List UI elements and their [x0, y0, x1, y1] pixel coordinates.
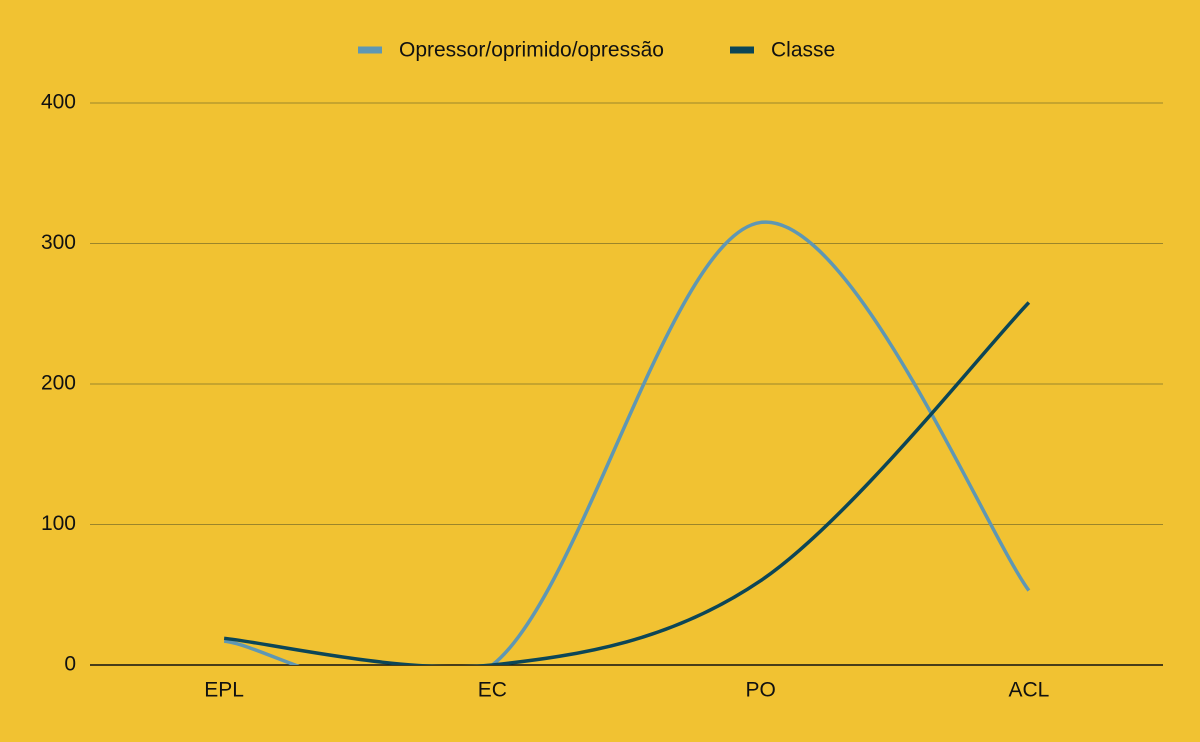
series-line — [223, 220, 1031, 665]
y-tick-label: 400 — [41, 91, 76, 114]
legend-label: Opressor/oprimido/opressão — [399, 39, 664, 62]
y-tick-label: 100 — [41, 512, 76, 535]
legend-label: Classe — [771, 39, 835, 62]
x-tick-label: EC — [478, 679, 507, 702]
y-tick-label: 200 — [41, 372, 76, 395]
x-tick-label: PO — [745, 679, 775, 702]
x-tick-label: ACL — [1008, 679, 1049, 702]
y-tick-label: 300 — [41, 231, 76, 254]
x-tick-label: EPL — [204, 679, 244, 702]
y-tick-label: 0 — [64, 653, 76, 676]
series-line — [223, 301, 1031, 665]
